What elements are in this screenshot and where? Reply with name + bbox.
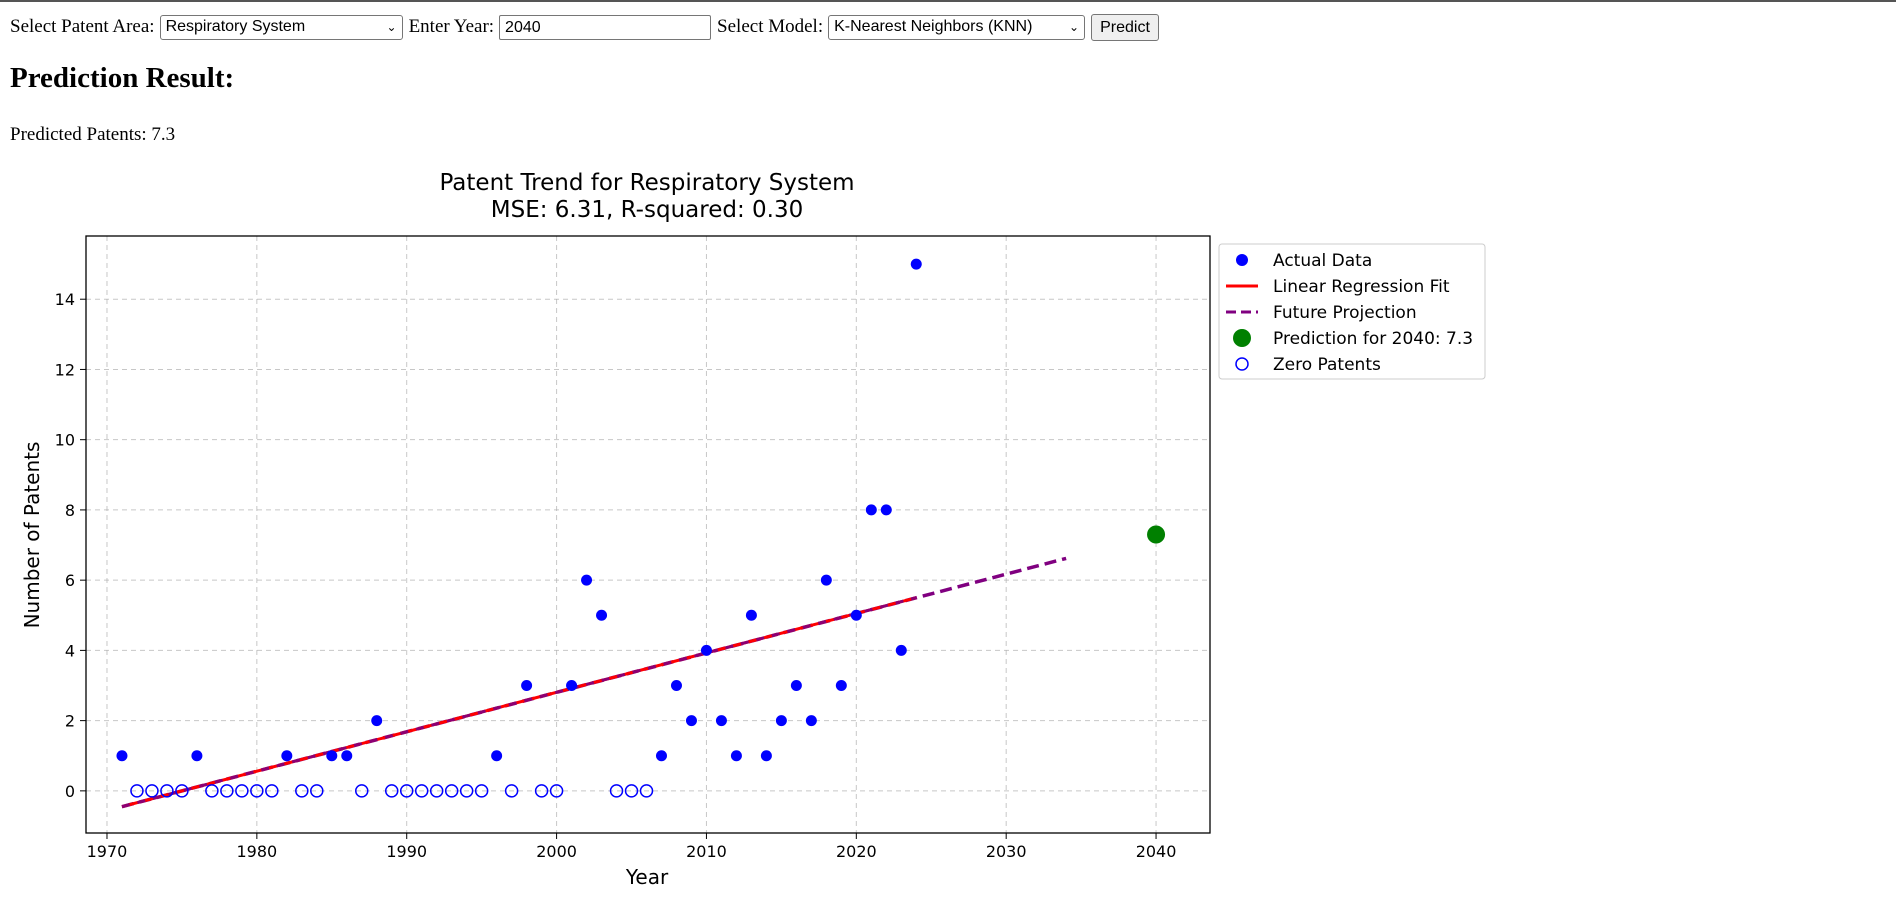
- actual-data-point: [596, 610, 607, 621]
- actual-data-point: [866, 504, 877, 515]
- chart-subtitle: MSE: 6.31, R-squared: 0.30: [491, 197, 803, 223]
- actual-data-point: [776, 715, 787, 726]
- y-axis-ticks: 0 2 4 6 8 10 12 14: [55, 290, 86, 801]
- x-tick-label: 2040: [1136, 842, 1177, 861]
- x-axis-ticks: 1970 1980 1990 2000 2010 2020 2030 2040: [87, 833, 1177, 861]
- actual-data-point: [806, 715, 817, 726]
- actual-data-point: [656, 750, 667, 761]
- legend: Actual Data Linear Regression Fit Future…: [1219, 244, 1485, 379]
- actual-data-point: [911, 259, 922, 270]
- controls-bar: Select Patent Area: Respiratory System ⌄…: [10, 13, 1159, 41]
- y-tick-label: 2: [65, 712, 75, 731]
- actual-data-point: [521, 680, 532, 691]
- legend-actual-marker: [1236, 254, 1248, 266]
- actual-data-point: [581, 575, 592, 586]
- actual-data-point: [566, 680, 577, 691]
- data-points: [116, 259, 1165, 797]
- predict-button[interactable]: Predict: [1091, 14, 1159, 41]
- model-value: K-Nearest Neighbors (KNN): [834, 18, 1032, 36]
- actual-data-point: [191, 750, 202, 761]
- legend-fit-label: Linear Regression Fit: [1273, 277, 1450, 297]
- y-tick-label: 6: [65, 571, 75, 590]
- y-tick-label: 0: [65, 782, 75, 801]
- actual-data-point: [731, 750, 742, 761]
- actual-data-point: [836, 680, 847, 691]
- legend-actual-label: Actual Data: [1273, 251, 1372, 271]
- actual-data-point: [686, 715, 697, 726]
- x-tick-label: 1990: [386, 842, 427, 861]
- actual-data-point: [116, 750, 127, 761]
- legend-prediction-label: Prediction for 2040: 7.3: [1273, 329, 1473, 349]
- legend-prediction-marker: [1233, 329, 1251, 347]
- actual-data-point: [761, 750, 772, 761]
- year-input[interactable]: 2040: [499, 15, 711, 40]
- actual-data-point: [851, 610, 862, 621]
- predicted-patents-text: Predicted Patents: 7.3: [10, 124, 175, 146]
- x-tick-label: 2020: [836, 842, 877, 861]
- actual-data-point: [491, 750, 502, 761]
- top-border: [0, 0, 1896, 2]
- chart-grid: [86, 236, 1210, 833]
- actual-data-point: [896, 645, 907, 656]
- actual-data-point: [671, 680, 682, 691]
- year-label: Enter Year:: [409, 16, 494, 38]
- legend-projection-label: Future Projection: [1273, 303, 1417, 323]
- y-tick-label: 8: [65, 501, 75, 520]
- x-tick-label: 2030: [986, 842, 1027, 861]
- actual-data-point: [746, 610, 757, 621]
- x-tick-label: 2000: [536, 842, 577, 861]
- model-select[interactable]: K-Nearest Neighbors (KNN) ⌄: [828, 15, 1085, 40]
- fit-lines: [122, 558, 1066, 806]
- y-tick-label: 10: [55, 431, 75, 450]
- model-label: Select Model:: [717, 16, 823, 38]
- actual-data-point: [341, 750, 352, 761]
- actual-data-point: [716, 715, 727, 726]
- actual-data-point: [326, 750, 337, 761]
- patent-area-value: Respiratory System: [166, 18, 306, 36]
- actual-data-point: [281, 750, 292, 761]
- x-tick-label: 1980: [236, 842, 277, 861]
- legend-zero-label: Zero Patents: [1273, 355, 1381, 375]
- actual-data-point: [701, 645, 712, 656]
- chevron-down-icon: ⌄: [387, 20, 397, 34]
- y-tick-label: 12: [55, 360, 75, 379]
- patent-trend-chart: Patent Trend for Respiratory System MSE:…: [0, 165, 1500, 905]
- actual-data-point: [791, 680, 802, 691]
- actual-data-point: [821, 575, 832, 586]
- patent-area-label: Select Patent Area:: [10, 16, 155, 38]
- y-tick-label: 14: [55, 290, 75, 309]
- x-tick-label: 2010: [686, 842, 727, 861]
- patent-area-select[interactable]: Respiratory System ⌄: [160, 15, 403, 40]
- chart-title: Patent Trend for Respiratory System: [439, 170, 854, 196]
- y-axis-label: Number of Patents: [20, 442, 44, 629]
- chevron-down-icon: ⌄: [1069, 20, 1079, 34]
- actual-data-point: [371, 715, 382, 726]
- x-axis-label: Year: [625, 865, 669, 889]
- result-heading: Prediction Result:: [10, 62, 234, 95]
- y-tick-label: 4: [65, 641, 75, 660]
- x-tick-label: 1970: [87, 842, 128, 861]
- plot-area-frame: [86, 236, 1210, 833]
- actual-data-point: [881, 504, 892, 515]
- prediction-point: [1147, 526, 1165, 544]
